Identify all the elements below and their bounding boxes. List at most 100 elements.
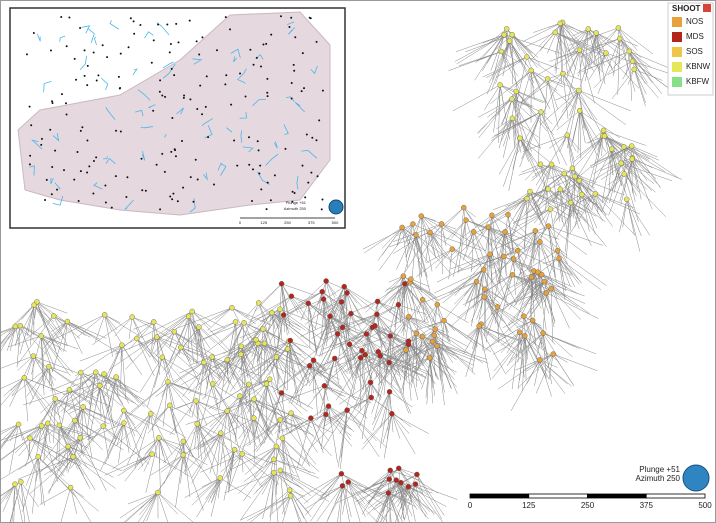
drillhole-trace [415,234,464,270]
drillhole-trace [72,456,91,490]
drillhole-trace [344,286,375,312]
inset-collar [106,56,109,59]
drillhole-trace [276,357,280,385]
drillhole-trace [401,316,410,373]
drillhole-trace [404,283,424,322]
drillhole-collar [463,217,469,223]
drillhole-trace [117,453,153,477]
drillhole-trace [494,34,513,51]
drillhole-trace [408,316,416,354]
drillhole-trace [271,312,301,331]
azimuth-label: Azimuth 250 [636,474,681,483]
drillhole-trace [309,365,331,421]
inset-trace [50,177,54,185]
drillhole-trace [540,111,553,125]
drillhole-trace [540,90,580,125]
drillhole-collar [374,311,380,317]
drillhole-trace [432,341,436,377]
drillhole-trace [409,281,429,323]
drillhole-trace [342,482,349,515]
drillhole-collar [15,421,22,428]
inset-trace [240,130,243,143]
drillhole-trace [304,418,312,436]
drillhole-trace [154,357,163,388]
drillhole-trace [387,391,390,431]
inset-collar [183,94,186,97]
drillhole-trace [548,225,604,246]
drillhole-trace [244,446,277,475]
drillhole-collar [323,278,329,284]
inset-collar [169,195,172,198]
inset-collar [301,52,304,55]
drillhole-trace [507,214,514,252]
drillhole-trace [226,346,242,357]
drillhole-trace [463,207,494,250]
drillhole-trace [136,338,155,377]
drillhole-trace [281,283,291,326]
inset-collar [236,164,239,167]
drillhole-trace [401,227,409,268]
drillhole-trace [435,328,468,347]
drillhole-collar [80,404,86,410]
drillhole-collar [434,301,440,308]
drillhole-trace [467,325,480,339]
drillhole-trace [134,413,151,470]
drillhole-collar [524,195,530,202]
drillhole-trace [277,309,281,328]
drillhole-trace [196,423,200,458]
drillhole-trace [349,344,363,388]
drillhole-trace [115,376,140,404]
drillhole-trace [273,459,320,479]
inset-collar [86,171,89,174]
drillhole-trace [183,441,191,498]
drillhole-trace [220,410,228,467]
drillhole-trace [60,373,105,412]
inset-collar [229,28,232,31]
inset-collar [262,43,265,46]
drillhole-collar [509,115,516,121]
drillhole-trace [623,146,666,172]
drillhole-trace [231,346,242,362]
drillhole-trace [519,332,540,371]
drillhole-trace [401,333,417,391]
drillhole-trace [22,456,39,512]
drillhole-collar [217,475,223,481]
drillhole-trace [517,353,554,389]
drillhole-collar [410,221,416,227]
drillhole-collar [461,204,467,211]
legend-label: NOS [686,17,703,26]
drillhole-trace [510,359,541,411]
drillhole-collar [399,224,405,231]
drillhole-trace [326,350,363,383]
drillhole-trace [210,449,235,504]
drillhole-trace [562,73,575,99]
drillhole-collar [427,229,433,236]
drillhole-trace [120,345,123,390]
inset-collar [49,49,52,52]
drillhole-trace [596,32,601,82]
drillhole-trace [70,425,104,469]
drillhole-collar [506,38,513,44]
drillhole-trace [513,258,542,309]
drillhole-trace [498,99,513,149]
drillhole-trace [554,23,561,72]
drillhole-trace [162,357,191,389]
inset-collar [250,199,253,202]
drillhole-trace [595,193,635,209]
drillhole-trace [531,164,552,179]
drillhole-trace [528,230,536,273]
drillhole-trace [519,138,538,178]
drillhole-trace [216,384,249,405]
drillhole-trace [276,446,284,462]
drillhole-trace [559,23,579,56]
legend-close[interactable] [703,4,711,12]
drillhole-trace [435,328,483,364]
drillhole-trace [89,372,96,412]
drillhole-trace [401,227,411,249]
drillhole-trace [517,250,524,295]
drillhole-collar [271,469,277,476]
drillhole-trace [209,321,236,333]
drillhole-collar [17,322,23,329]
drillhole-trace [131,316,157,364]
drillhole-trace [517,250,531,274]
